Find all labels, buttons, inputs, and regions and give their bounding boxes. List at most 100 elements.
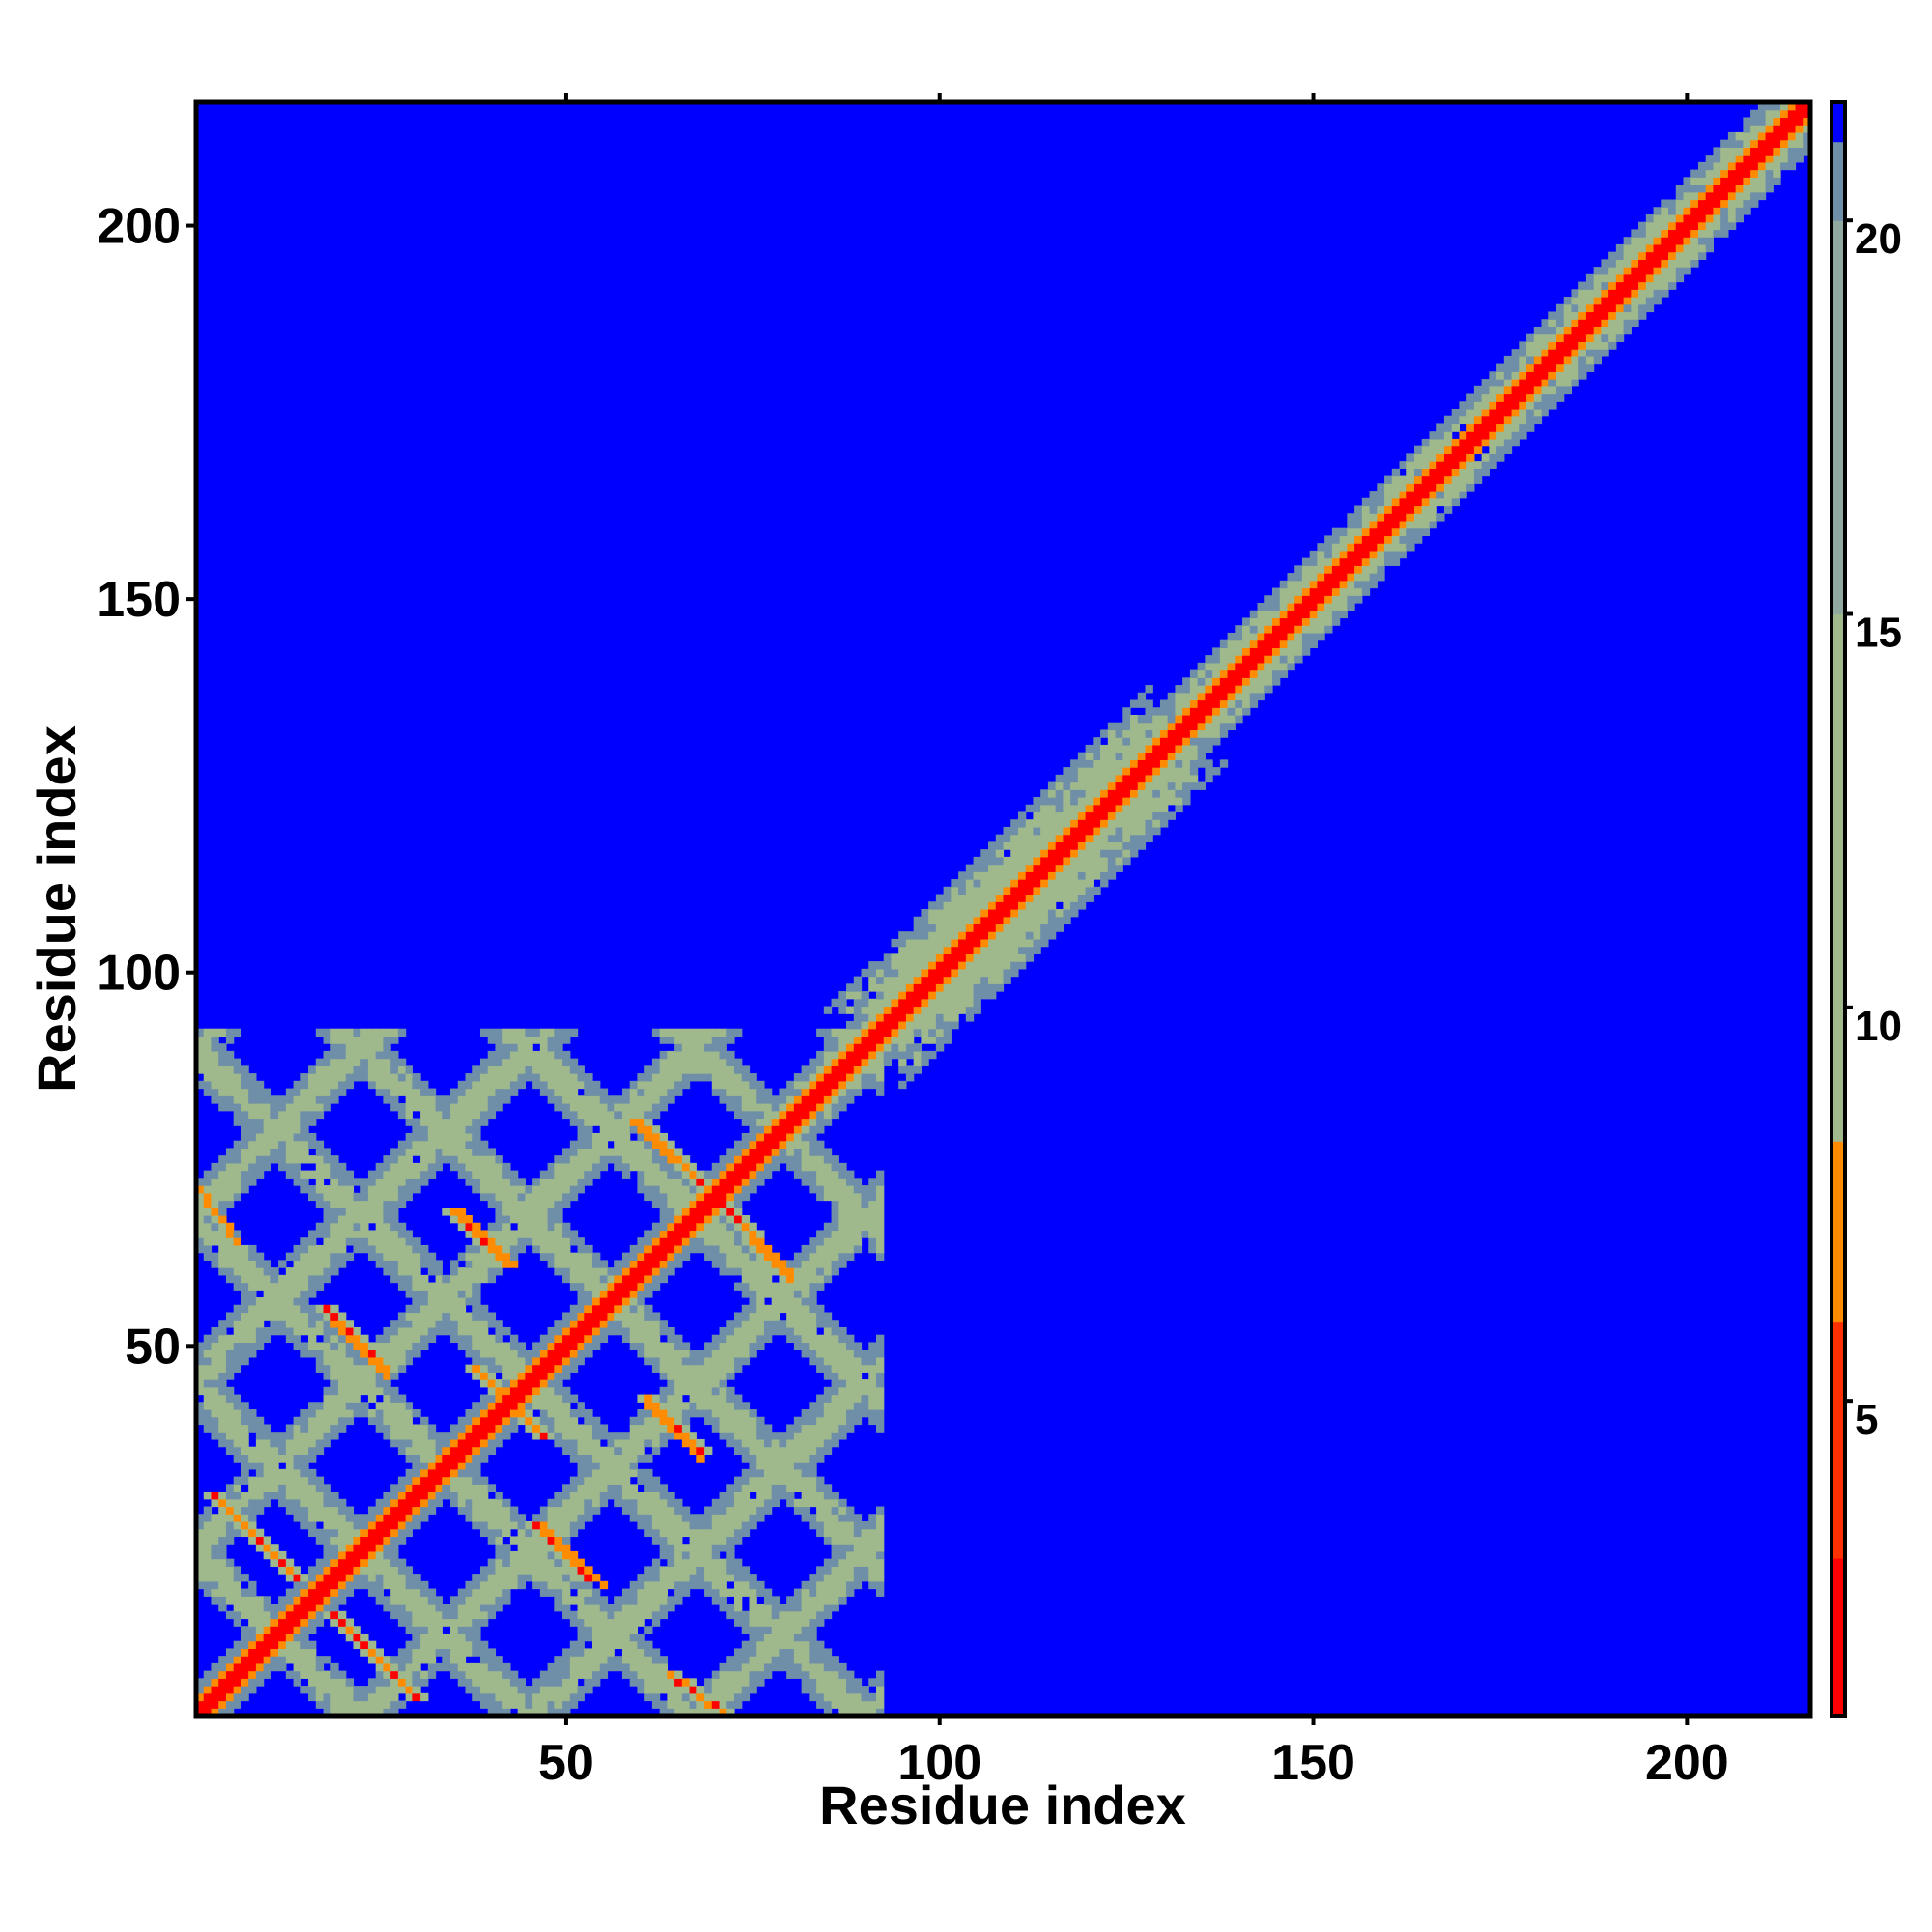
heatmap-cell bbox=[667, 1566, 675, 1590]
heatmap-cell bbox=[293, 1132, 301, 1142]
heatmap-cell bbox=[211, 1028, 219, 1037]
heatmap-cell bbox=[592, 1297, 601, 1306]
heatmap-cell bbox=[951, 968, 959, 978]
heatmap-cell bbox=[517, 1514, 526, 1530]
heatmap-cell bbox=[861, 1350, 869, 1366]
heatmap-cell bbox=[599, 1424, 609, 1440]
heatmap-cell bbox=[801, 1260, 810, 1298]
heatmap-cell bbox=[637, 1282, 645, 1291]
heatmap-cell bbox=[681, 1409, 691, 1426]
heatmap-cell bbox=[816, 1416, 825, 1448]
heatmap-cell bbox=[809, 1312, 817, 1350]
heatmap-cell bbox=[420, 1140, 429, 1172]
heatmap-cell bbox=[1093, 834, 1101, 880]
heatmap-cell bbox=[719, 1386, 727, 1433]
heatmap-cell bbox=[1122, 849, 1131, 858]
heatmap-cell bbox=[308, 1065, 317, 1074]
heatmap-cell bbox=[995, 856, 1005, 866]
heatmap-cell bbox=[1145, 722, 1153, 731]
heatmap-cell bbox=[285, 1162, 295, 1179]
heatmap-cell bbox=[1548, 349, 1557, 372]
heatmap-cell bbox=[734, 1267, 743, 1276]
heatmap-cell bbox=[779, 1484, 787, 1500]
heatmap-cell bbox=[651, 1162, 661, 1186]
heatmap-cell bbox=[211, 1230, 219, 1246]
heatmap-cell bbox=[719, 1432, 727, 1440]
heatmap-cell bbox=[248, 1648, 257, 1672]
heatmap-cell bbox=[203, 1492, 213, 1500]
heatmap-cell bbox=[853, 1566, 863, 1590]
heatmap-cell bbox=[599, 1610, 609, 1664]
heatmap-cell bbox=[1601, 289, 1609, 298]
heatmap-cell bbox=[1683, 213, 1691, 238]
heatmap-cell bbox=[450, 1103, 459, 1156]
heatmap-cell bbox=[1473, 445, 1483, 454]
heatmap-cell bbox=[607, 1155, 615, 1164]
heatmap-cell bbox=[1526, 333, 1535, 343]
heatmap-cell bbox=[1391, 535, 1401, 552]
heatmap-cell bbox=[353, 1574, 361, 1590]
heatmap-cell bbox=[749, 1670, 757, 1694]
heatmap-cell bbox=[681, 1686, 691, 1694]
heatmap-cell bbox=[637, 1132, 645, 1142]
heatmap-cell bbox=[599, 1088, 609, 1104]
heatmap-cell bbox=[689, 1708, 697, 1717]
heatmap-cell bbox=[427, 1604, 437, 1664]
heatmap-cell bbox=[479, 1610, 489, 1620]
heatmap-cell bbox=[315, 1244, 325, 1276]
heatmap-cell bbox=[479, 1640, 489, 1664]
heatmap-cell bbox=[241, 1402, 249, 1426]
heatmap-cell bbox=[1571, 297, 1579, 305]
heatmap-cell bbox=[1601, 281, 1609, 290]
heatmap-cell bbox=[1795, 125, 1804, 133]
heatmap-cell bbox=[233, 1028, 242, 1037]
heatmap-cell bbox=[1264, 685, 1273, 694]
heatmap-cell bbox=[509, 1185, 519, 1224]
heatmap-cell bbox=[771, 1438, 781, 1485]
heatmap-cell bbox=[973, 856, 981, 872]
heatmap-cell bbox=[315, 1320, 325, 1336]
heatmap-cell bbox=[278, 1320, 287, 1336]
heatmap-cell bbox=[337, 1498, 347, 1515]
heatmap-cell bbox=[1003, 916, 1011, 925]
heatmap-cell bbox=[562, 1648, 571, 1679]
heatmap-cell bbox=[1369, 573, 1378, 589]
heatmap-cell bbox=[607, 1484, 615, 1500]
heatmap-cell bbox=[599, 1580, 609, 1590]
heatmap-cell bbox=[1413, 445, 1423, 454]
heatmap-cell bbox=[233, 1058, 242, 1074]
heatmap-cell bbox=[696, 1566, 705, 1590]
heatmap-cell bbox=[383, 1155, 391, 1172]
heatmap-cell bbox=[734, 1244, 743, 1268]
heatmap-cell bbox=[1033, 797, 1041, 813]
heatmap-cell bbox=[420, 1462, 429, 1470]
heatmap-cell bbox=[315, 1312, 325, 1321]
heatmap-cell bbox=[1137, 722, 1147, 753]
heatmap-cell bbox=[599, 1103, 609, 1156]
heatmap-cell bbox=[637, 1468, 645, 1485]
heatmap-cell bbox=[211, 1208, 219, 1216]
heatmap-cell bbox=[1533, 408, 1543, 417]
heatmap-cell bbox=[965, 1006, 975, 1022]
heatmap-cell bbox=[868, 1580, 877, 1590]
heatmap-cell bbox=[846, 1073, 855, 1082]
heatmap-cell bbox=[838, 1498, 847, 1508]
heatmap-cell bbox=[629, 1604, 639, 1634]
heatmap-cell bbox=[569, 1028, 579, 1037]
heatmap-cell bbox=[831, 1670, 839, 1709]
heatmap-cell bbox=[278, 1274, 287, 1321]
heatmap-cell bbox=[1601, 333, 1609, 343]
heatmap-cell bbox=[995, 834, 1005, 850]
heatmap-cell bbox=[1489, 371, 1497, 387]
heatmap-cell bbox=[1668, 221, 1677, 231]
heatmap-cell bbox=[517, 1356, 526, 1373]
heatmap-cell bbox=[308, 1686, 317, 1702]
heatmap-cell bbox=[554, 1267, 563, 1276]
heatmap-cell bbox=[637, 1140, 645, 1172]
heatmap-cell bbox=[270, 1544, 279, 1552]
heatmap-cell bbox=[412, 1686, 421, 1694]
heatmap-cell bbox=[300, 1178, 309, 1194]
heatmap-cell bbox=[315, 1110, 325, 1120]
heatmap-cell bbox=[457, 1670, 467, 1687]
heatmap-cell bbox=[1085, 752, 1094, 760]
